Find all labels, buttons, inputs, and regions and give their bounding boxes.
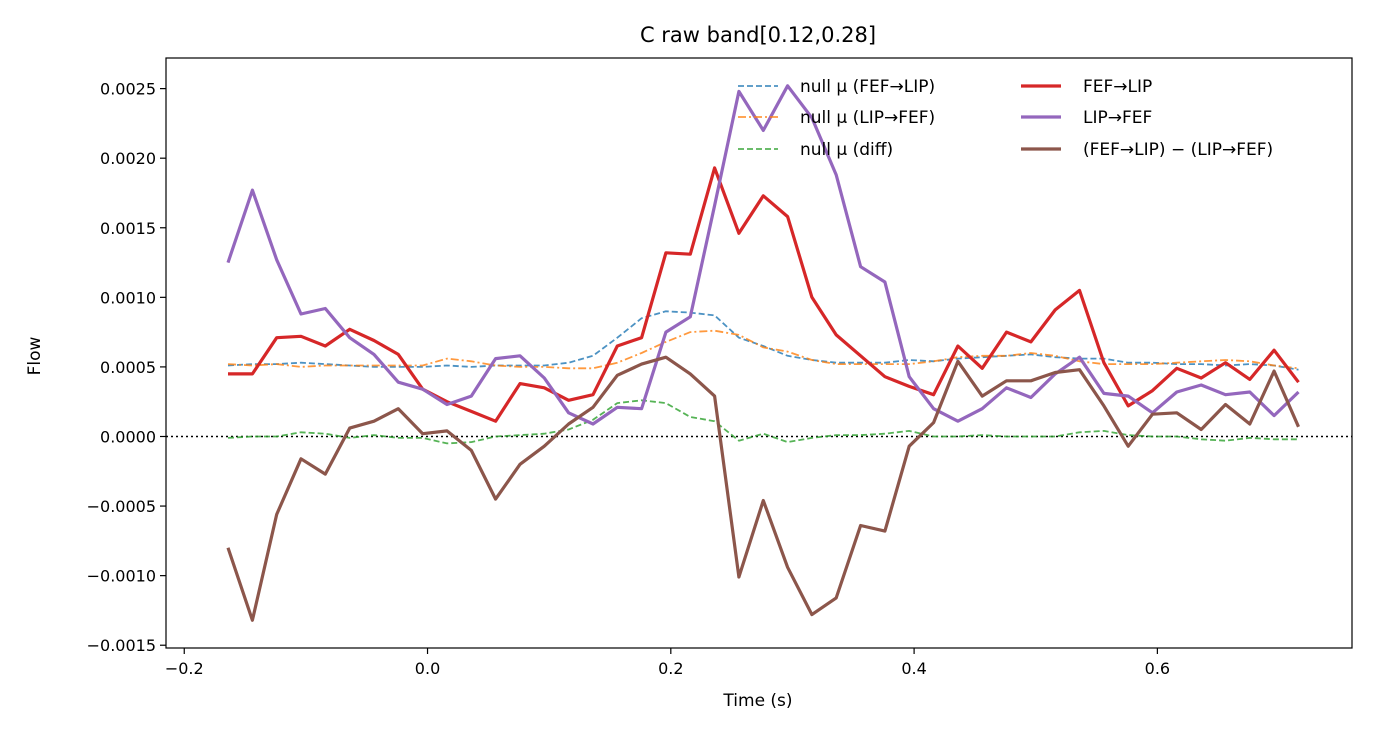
series-line-6 [226, 355, 1300, 622]
x-tick-label: 0.2 [658, 659, 683, 678]
legend: null μ (FEF→LIP) null μ (LIP→FEF) null μ (… [738, 77, 1273, 160]
y-tick-label: 0.0000 [100, 427, 156, 446]
axes: −0.2 0.0 0.2 0.4 0.6 −0.0015 −0.0010 −0.0005 0.0… [87, 57, 1353, 678]
x-tick-label: 0.4 [901, 659, 926, 678]
series-line-4 [228, 166, 1300, 423]
plot-area [166, 84, 1352, 622]
x-axis-label: Time (s) [722, 691, 792, 711]
y-tick-label: 0.0020 [100, 149, 156, 168]
y-tick-label: 0.0010 [100, 288, 156, 307]
legend-label: (FEF→LIP) − (LIP→FEF) [1083, 140, 1273, 160]
series-line-5 [226, 84, 1300, 426]
y-tick-label: −0.0010 [87, 567, 156, 586]
y-tick-label: 0.0015 [100, 219, 156, 238]
legend-label: FEF→LIP [1083, 77, 1152, 97]
legend-label: null μ (FEF→LIP) [800, 77, 935, 97]
x-tick-label: 0.0 [415, 659, 440, 678]
y-tick-label: 0.0025 [100, 80, 156, 99]
legend-label: null μ (diff) [800, 140, 893, 160]
x-tick-label: −0.2 [165, 659, 204, 678]
y-axis-label: Flow [25, 337, 45, 376]
plot-frame [165, 57, 1353, 649]
y-tick-label: 0.0005 [100, 358, 156, 377]
legend-label: LIP→FEF [1083, 108, 1152, 128]
legend-label: null μ (LIP→FEF) [800, 108, 935, 128]
x-tick-label: 0.6 [1145, 659, 1170, 678]
y-tick-label: −0.0005 [87, 497, 156, 516]
series-line-1 [227, 310, 1299, 371]
y-tick-label: −0.0015 [87, 636, 156, 655]
chart-title: C raw band[0.12,0.28] [640, 23, 876, 47]
